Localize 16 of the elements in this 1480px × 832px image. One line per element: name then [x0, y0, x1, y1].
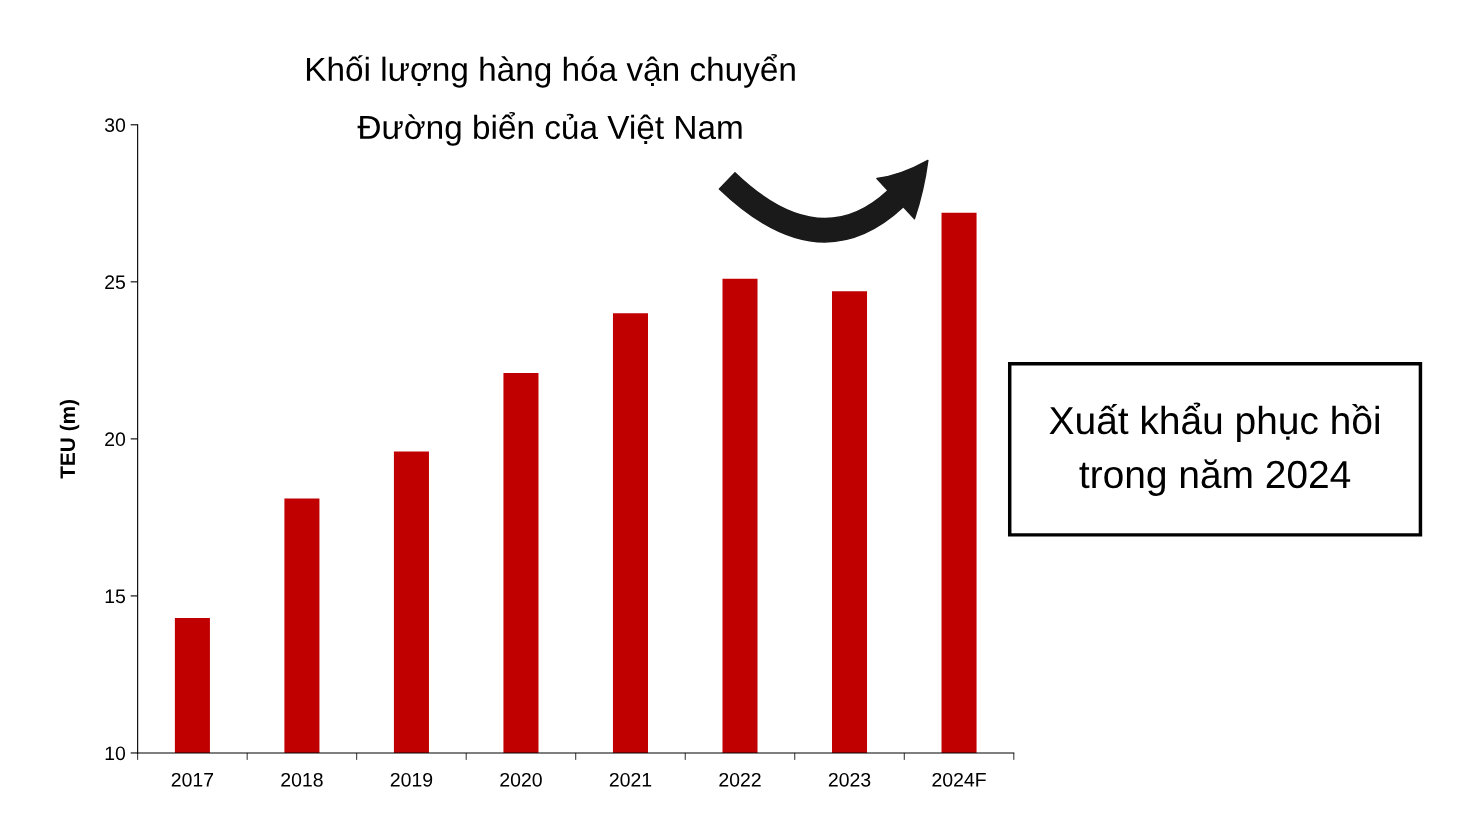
- chart-title: Khối lượng hàng hóa vận chuyển Đường biển của Việt Nam: [306, 53, 795, 146]
- x-tick-label: 2021: [609, 772, 652, 787]
- y-tick-label: 20: [105, 432, 126, 447]
- y-tick-label: 25: [105, 275, 126, 290]
- x-tick-label: 2024F: [932, 772, 986, 787]
- y-tick-label: 30: [104, 118, 126, 133]
- text: Xuất khẩu phục hồi trong năm 2024: [1049, 402, 1379, 496]
- y-tick-label: 10: [105, 746, 126, 761]
- x-tick-label: 2020: [500, 772, 542, 787]
- y-tick-label: 15: [105, 589, 126, 604]
- x-tick-label: 2018: [281, 772, 323, 787]
- x-tick-label: 2019: [390, 772, 433, 787]
- y-axis-title: TEU (m): [59, 399, 80, 479]
- x-tick-label: 2023: [828, 772, 871, 787]
- x-tick-label: 2017: [171, 772, 214, 787]
- x-tick-label: 2022: [719, 772, 761, 787]
